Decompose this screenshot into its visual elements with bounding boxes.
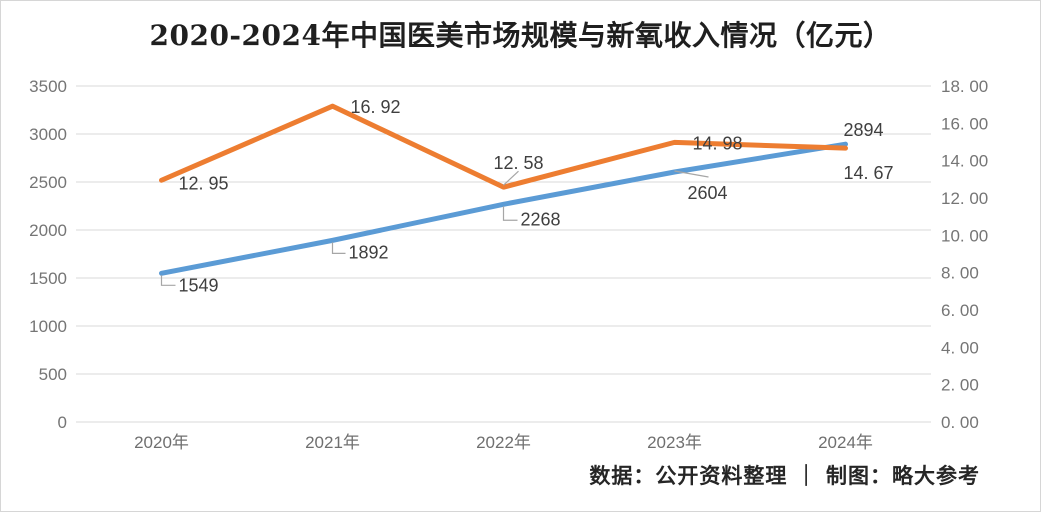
svg-text:6. 00: 6. 00 <box>941 301 979 320</box>
gridlines <box>76 85 931 423</box>
svg-text:0: 0 <box>58 413 67 432</box>
data-label-soyoung-revenue-2020年: 12. 95 <box>179 173 229 193</box>
svg-text:3500: 3500 <box>29 77 67 96</box>
svg-text:2023年: 2023年 <box>647 433 702 452</box>
data-label-soyoung-revenue-2021年: 16. 92 <box>351 97 401 117</box>
label-leader-lines <box>160 170 709 286</box>
data-labels: 1549 1892 2268 2604 2894 12. 95 16. 92 12. 58 14… <box>179 97 894 295</box>
svg-text:0. 00: 0. 00 <box>941 413 979 432</box>
svg-text:2500: 2500 <box>29 173 67 192</box>
svg-text:2. 00: 2. 00 <box>941 376 979 395</box>
svg-text:16. 00: 16. 00 <box>941 114 988 133</box>
svg-text:2021年: 2021年 <box>305 433 360 452</box>
svg-text:500: 500 <box>39 365 67 384</box>
chart-title: 2020-2024年中国医美市场规模与新氧收入情况（亿元） <box>149 19 892 52</box>
chart-source-credit: 数据：公开资料整理 ｜ 制图：略大参考 <box>589 463 980 488</box>
data-label-market-size-2021年: 1892 <box>349 242 389 262</box>
data-label-soyoung-revenue-2023年: 14. 98 <box>693 133 743 153</box>
series-market-size-line <box>159 141 848 276</box>
svg-text:10. 00: 10. 00 <box>941 226 988 245</box>
data-label-market-size-2020年: 1549 <box>179 275 219 295</box>
data-label-market-size-2022年: 2268 <box>521 209 561 229</box>
svg-text:4. 00: 4. 00 <box>941 338 979 357</box>
data-label-soyoung-revenue-2022年: 12. 58 <box>494 153 544 173</box>
data-label-soyoung-revenue-2024年: 14. 67 <box>844 163 894 183</box>
series-soyoung-revenue-line <box>159 103 848 190</box>
svg-text:2022年: 2022年 <box>476 433 531 452</box>
svg-text:8. 00: 8. 00 <box>941 264 979 283</box>
svg-text:1000: 1000 <box>29 317 67 336</box>
svg-text:1500: 1500 <box>29 269 67 288</box>
svg-text:18. 00: 18. 00 <box>941 77 988 96</box>
svg-text:12. 00: 12. 00 <box>941 189 988 208</box>
svg-text:2000: 2000 <box>29 221 67 240</box>
y-axis-right-ticks: 18. 00 16. 00 14. 00 12. 00 10. 00 8. 00 6. 00… <box>941 77 988 432</box>
y-axis-left-ticks: 3500 3000 2500 2000 1500 1000 500 0 <box>29 77 67 432</box>
svg-text:2020年: 2020年 <box>134 433 189 452</box>
x-axis-labels: 2020年 2021年 2022年 2023年 2024年 <box>134 433 873 452</box>
data-label-market-size-2024年: 2894 <box>844 120 884 140</box>
svg-text:3000: 3000 <box>29 125 67 144</box>
data-label-market-size-2023年: 2604 <box>688 183 728 203</box>
svg-text:14. 00: 14. 00 <box>941 152 988 171</box>
svg-text:2024年: 2024年 <box>818 433 873 452</box>
